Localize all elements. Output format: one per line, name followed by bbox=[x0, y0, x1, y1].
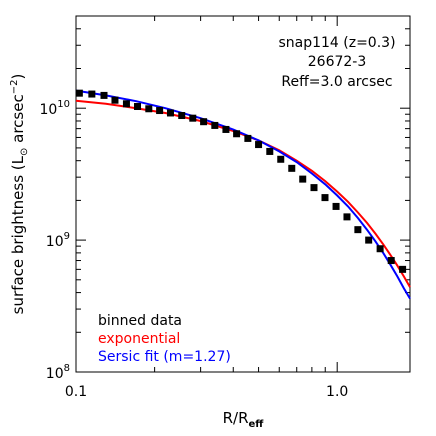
y-tick-label: 109 bbox=[46, 231, 70, 250]
data-point bbox=[88, 90, 96, 98]
data-point bbox=[122, 100, 130, 108]
data-point bbox=[178, 112, 186, 120]
x-tick-label: 1.0 bbox=[326, 384, 348, 400]
annotation-box: snap114 (z=0.3) 26672-3 Reff=3.0 arcsec bbox=[278, 35, 395, 90]
x-tick-label: 0.1 bbox=[65, 384, 87, 400]
y-tick-label: 108 bbox=[46, 363, 70, 382]
data-point bbox=[166, 109, 174, 117]
data-point bbox=[343, 213, 351, 221]
data-point bbox=[211, 121, 219, 129]
axis-ticks: 0.1 1.0 108 109 1010 bbox=[39, 15, 410, 400]
data-point bbox=[189, 114, 197, 122]
series-lines bbox=[75, 89, 411, 300]
x-axis-label-subscript: eff bbox=[249, 419, 265, 430]
data-point bbox=[310, 184, 318, 192]
data-point bbox=[376, 245, 384, 253]
x-axis-label: R/Reff bbox=[223, 409, 265, 430]
data-point bbox=[255, 141, 263, 149]
data-point bbox=[277, 155, 285, 163]
data-point bbox=[354, 226, 362, 234]
plot-frame bbox=[75, 15, 411, 373]
data-point bbox=[299, 175, 307, 183]
legend-binned-data: binned data bbox=[98, 313, 182, 329]
data-point bbox=[222, 125, 230, 133]
data-point bbox=[288, 164, 296, 172]
y-tick-label: 1010 bbox=[39, 99, 70, 118]
series-line-2 bbox=[75, 89, 411, 300]
data-point bbox=[200, 118, 208, 126]
legend: binned data exponential Sersic fit (m=1.… bbox=[98, 313, 231, 365]
data-point bbox=[145, 105, 153, 113]
data-point bbox=[387, 257, 395, 265]
legend-exponential: exponential bbox=[98, 331, 180, 347]
legend-sersic-fit: Sersic fit (m=1.27) bbox=[98, 349, 231, 365]
data-point bbox=[321, 194, 329, 202]
data-point bbox=[332, 202, 340, 210]
data-point bbox=[75, 89, 83, 97]
data-point bbox=[399, 265, 407, 273]
y-axis-label: surface brightness (L⊙ arcsec−2) bbox=[9, 74, 30, 315]
annotation-snapshot: snap114 (z=0.3) bbox=[278, 35, 395, 51]
data-points bbox=[75, 89, 407, 273]
sun-symbol: ⊙ bbox=[19, 148, 30, 156]
data-point bbox=[365, 236, 373, 244]
series-line-1 bbox=[75, 99, 411, 288]
data-point bbox=[100, 91, 108, 99]
data-point bbox=[111, 96, 119, 104]
data-point bbox=[134, 103, 142, 111]
data-point bbox=[233, 130, 241, 138]
data-point bbox=[244, 134, 252, 142]
data-point bbox=[156, 107, 164, 115]
data-point bbox=[266, 147, 274, 155]
annotation-reff: Reff=3.0 arcsec bbox=[281, 74, 392, 90]
annotation-id: 26672-3 bbox=[308, 54, 367, 70]
